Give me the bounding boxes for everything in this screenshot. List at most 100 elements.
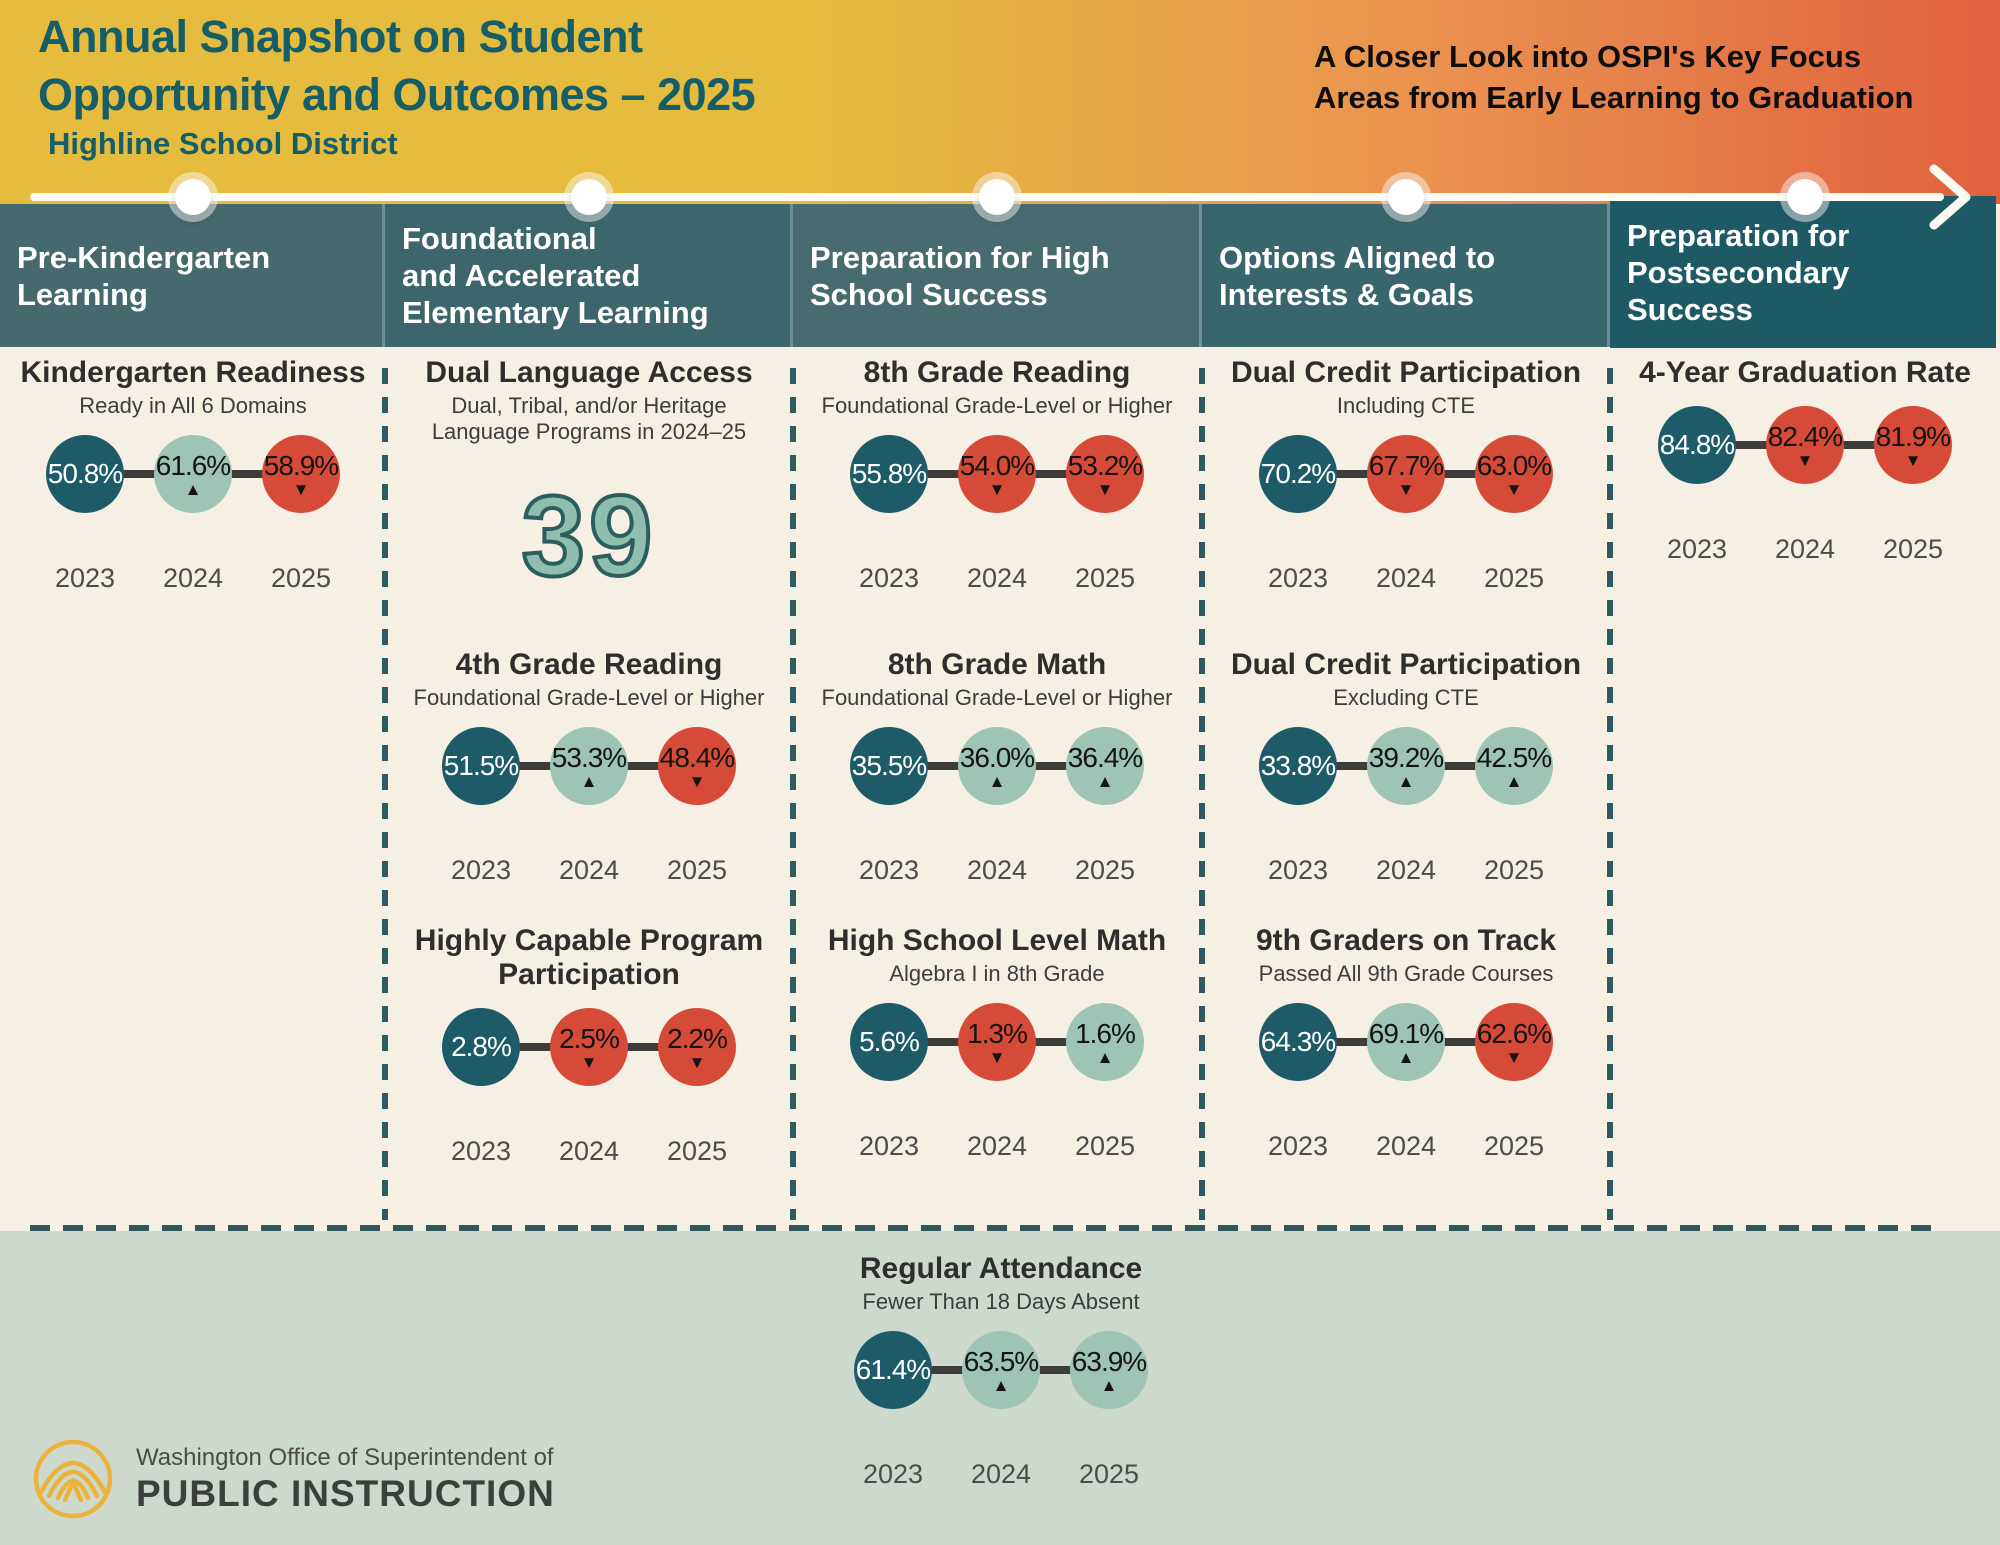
trend-point-2023: 2.8% (442, 1008, 520, 1086)
column-divider (1199, 368, 1205, 1220)
trend-point-2025: 48.4% ▼ (658, 727, 736, 805)
trend-down-icon: ▼ (1505, 1047, 1523, 1067)
trend-value: 2.2% (667, 1022, 728, 1054)
trend-value: 39.2% (1368, 741, 1444, 773)
trend-value: 82.4% (1767, 420, 1843, 452)
header-postsecondary-success: Preparation for Postsecondary Success (1610, 196, 1996, 348)
trend-point-2024: 2.5% ▼ (550, 1008, 628, 1086)
metric-4-year-graduation-rate: 4-Year Graduation Rate 84.8% 82.4% ▼ 81.9% ▼ 2… (1625, 356, 1985, 565)
metric-highly-capable-program: Highly Capable Program Participation 2.8%… (409, 924, 769, 1167)
trend-value: 69.1% (1368, 1017, 1444, 1049)
metric-dual-credit-excluding-cte: Dual Credit Participation Excluding CTE 33… (1226, 648, 1586, 886)
year-label: 2024 (1375, 855, 1437, 885)
trend-down-icon: ▼ (688, 1052, 706, 1072)
trend-point-2025: 63.0% ▼ (1475, 435, 1553, 513)
header-options-aligned: Options Aligned to Interests & Goals (1202, 204, 1610, 347)
timeline-dot (1787, 179, 1823, 215)
year-label: 2024 (966, 855, 1028, 885)
years-row: 2023 2024 2025 (854, 1459, 1148, 1490)
trend-row: 5.6% 1.3% ▼ 1.6% ▲ (850, 1003, 1144, 1081)
trend-point-2023: 70.2% (1259, 435, 1337, 513)
year-label: 2023 (858, 855, 920, 885)
year-label: 2025 (1882, 534, 1944, 564)
trend-down-icon: ▼ (1397, 479, 1415, 499)
trend-up-icon: ▲ (1397, 1047, 1415, 1067)
ospi-logo-text: Washington Office of Superintendent of P… (136, 1443, 555, 1515)
trend-up-icon: ▲ (1397, 771, 1415, 791)
trend-value: 54.0% (959, 449, 1035, 481)
trend-row: 2.8% 2.5% ▼ 2.2% ▼ (442, 1008, 736, 1086)
year-label: 2023 (1666, 534, 1728, 564)
trend-up-icon: ▲ (992, 1375, 1010, 1395)
trend-point-2025: 58.9% ▼ (262, 435, 340, 513)
trend-value: 61.4% (855, 1354, 931, 1385)
trend-value: 63.5% (963, 1345, 1039, 1377)
banner-tagline: A Closer Look into OSPI's Key Focus Area… (1314, 36, 1934, 118)
years-row: 2023 2024 2025 (1259, 563, 1553, 594)
trend-down-icon: ▼ (1904, 450, 1922, 470)
metric-title: High School Level Math (827, 924, 1167, 957)
trend-value: 63.9% (1071, 1345, 1147, 1377)
trend-row: 84.8% 82.4% ▼ 81.9% ▼ (1658, 406, 1952, 484)
metric-high-school-level-math: High School Level Math Algebra I in 8th G… (817, 924, 1177, 1162)
trend-value: 42.5% (1476, 741, 1552, 773)
trend-row: 70.2% 67.7% ▼ 63.0% ▼ (1259, 435, 1553, 513)
trend-row: 64.3% 69.1% ▲ 62.6% ▼ (1259, 1003, 1553, 1081)
page-title-line1: Annual Snapshot on Student (38, 11, 643, 62)
trend-value: 5.6% (859, 1026, 920, 1057)
trend-down-icon: ▼ (1096, 479, 1114, 499)
trend-value: 70.2% (1260, 458, 1336, 489)
header-foundational-elementary-learning: Foundational and Accelerated Elementary … (385, 204, 793, 347)
year-label: 2023 (862, 1459, 924, 1489)
trend-down-icon: ▼ (580, 1052, 598, 1072)
column-divider (790, 368, 796, 1220)
years-row: 2023 2024 2025 (1259, 855, 1553, 886)
metric-8th-grade-reading: 8th Grade Reading Foundational Grade-Leve… (817, 356, 1177, 594)
trend-value: 2.8% (451, 1031, 512, 1062)
years-row: 2023 2024 2025 (442, 855, 736, 886)
metric-subtitle: Ready in All 6 Domains (79, 393, 307, 418)
ospi-logo-line1: Washington Office of Superintendent of (136, 1444, 554, 1471)
metric-title: Kindergarten Readiness (20, 356, 366, 389)
metric-subtitle: Foundational Grade-Level or Higher (413, 685, 765, 710)
trend-up-icon: ▲ (1505, 771, 1523, 791)
trend-value: 48.4% (659, 741, 735, 773)
year-label: 2023 (54, 563, 116, 593)
trend-value: 61.6% (155, 449, 231, 481)
trend-row: 51.5% 53.3% ▲ 48.4% ▼ (442, 727, 736, 805)
trend-point-2023: 55.8% (850, 435, 928, 513)
trend-point-2025: 42.5% ▲ (1475, 727, 1553, 805)
years-row: 2023 2024 2025 (1658, 534, 1952, 565)
year-label: 2024 (558, 1136, 620, 1166)
trend-value: 35.5% (851, 750, 927, 781)
metric-dual-credit-including-cte: Dual Credit Participation Including CTE 70… (1226, 356, 1586, 594)
trend-point-2024: 69.1% ▲ (1367, 1003, 1445, 1081)
trend-up-icon: ▲ (1100, 1375, 1118, 1395)
metric-title: Dual Language Access (425, 356, 753, 389)
timeline-dot (175, 179, 211, 215)
year-label: 2025 (1483, 855, 1545, 885)
trend-point-2024: 1.3% ▼ (958, 1003, 1036, 1081)
trend-value: 1.6% (1075, 1017, 1136, 1049)
trend-point-2025: 63.9% ▲ (1070, 1331, 1148, 1409)
column-divider (382, 368, 388, 1220)
trend-up-icon: ▲ (580, 771, 598, 791)
metric-title: 4th Grade Reading (455, 648, 723, 681)
trend-value: 81.9% (1875, 420, 1951, 452)
trend-point-2024: 82.4% ▼ (1766, 406, 1844, 484)
trend-up-icon: ▲ (184, 479, 202, 499)
trend-value: 63.0% (1476, 449, 1552, 481)
trend-point-2023: 64.3% (1259, 1003, 1337, 1081)
trend-down-icon: ▼ (292, 479, 310, 499)
header-pre-kindergarten-learning: Pre-Kindergarten Learning (0, 204, 385, 347)
year-label: 2024 (966, 563, 1028, 593)
metric-subtitle: Excluding CTE (1333, 685, 1479, 710)
trend-value: 2.5% (559, 1022, 620, 1054)
trend-value: 51.5% (443, 750, 519, 781)
year-label: 2025 (1074, 855, 1136, 885)
year-label: 2023 (1267, 1131, 1329, 1161)
year-label: 2025 (1078, 1459, 1140, 1489)
metric-title: Dual Credit Participation (1230, 648, 1582, 681)
trend-value: 55.8% (851, 458, 927, 489)
trend-point-2024: 67.7% ▼ (1367, 435, 1445, 513)
